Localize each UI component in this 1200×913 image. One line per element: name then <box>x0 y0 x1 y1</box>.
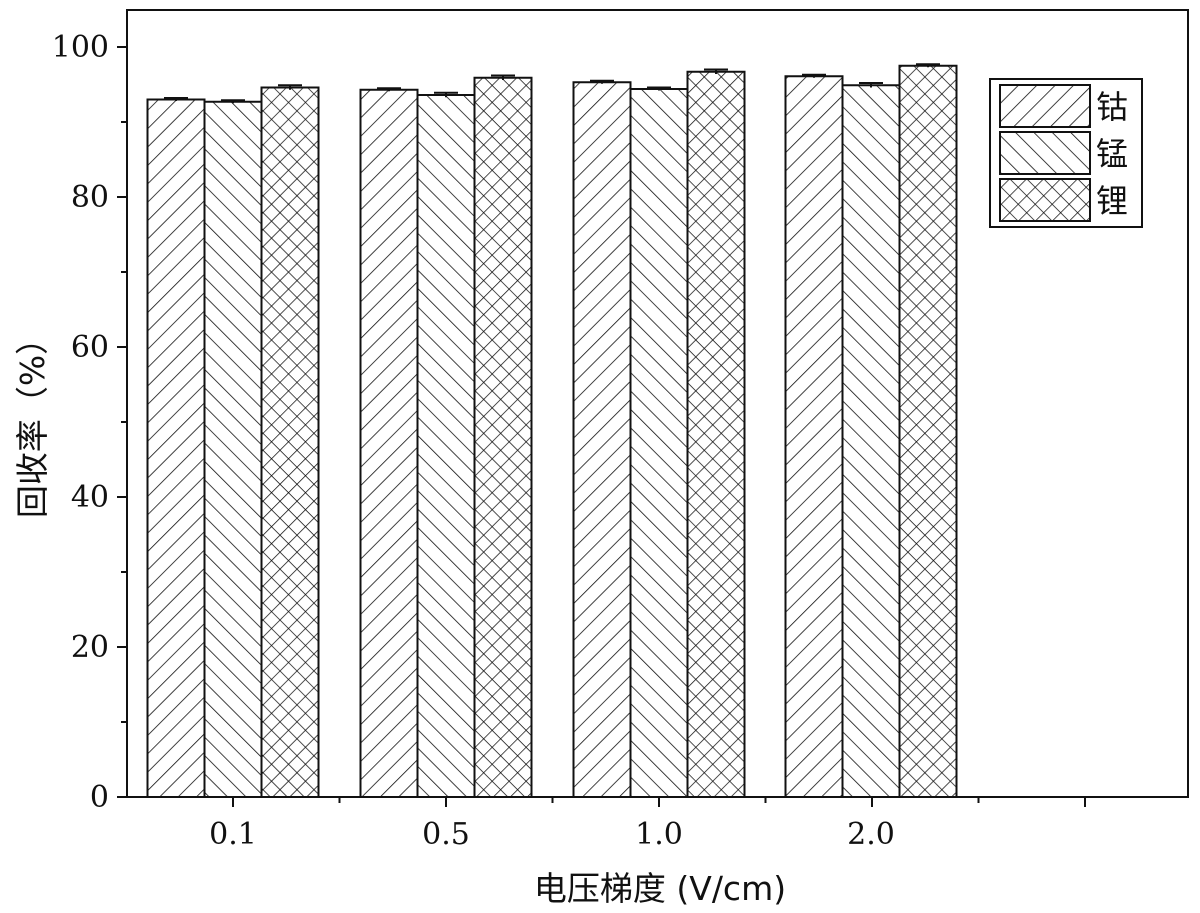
y-tick-label: 0 <box>90 780 109 815</box>
x-tick-label: 0.5 <box>422 817 470 852</box>
axes-layer: 0 20 40 60 80 100 0.1 0.5 1.0 2.0 <box>52 9 1189 852</box>
x-axis-title: 电压梯度 (V/cm) <box>534 869 786 908</box>
bar-series-1-cat-3 <box>572 81 632 798</box>
bar-series-3-cat-2 <box>473 76 533 798</box>
legend-swatch-3 <box>999 178 1091 222</box>
bar-series-2-cat-4 <box>841 84 901 798</box>
bar-series-2-cat-1 <box>203 100 263 798</box>
x-tick-label: 1.0 <box>635 817 683 852</box>
legend-swatch-2 <box>999 131 1091 175</box>
bar-series-1-cat-1 <box>146 98 206 798</box>
bar-series-2-cat-2 <box>416 94 476 798</box>
x-tick-label: 2.0 <box>847 817 895 852</box>
plot-frame <box>126 9 1189 798</box>
x-tick-label: 0.1 <box>209 817 257 852</box>
y-tick-label: 80 <box>71 180 109 215</box>
legend-label-2: 锰 <box>1096 135 1128 173</box>
bar-series-1-cat-4 <box>784 75 844 798</box>
y-tick-label: 40 <box>71 480 109 515</box>
y-tick-label: 20 <box>71 630 109 665</box>
bar-series-1-cat-2 <box>359 88 419 798</box>
bars-layer <box>146 63 958 798</box>
bar-series-3-cat-1 <box>260 86 320 798</box>
bar-series-3-cat-3 <box>686 70 746 798</box>
bar-series-3-cat-4 <box>898 64 958 798</box>
bar-series-2-cat-3 <box>629 88 689 798</box>
legend-label-1: 钴 <box>1096 88 1128 126</box>
legend: 钴锰锂 <box>989 78 1143 228</box>
legend-swatch-1 <box>999 84 1091 128</box>
legend-label-3: 锂 <box>1096 182 1128 220</box>
y-tick-label: 60 <box>71 330 109 365</box>
y-tick-label: 100 <box>52 30 109 65</box>
y-axis-title: 回收率（%） <box>13 322 52 518</box>
